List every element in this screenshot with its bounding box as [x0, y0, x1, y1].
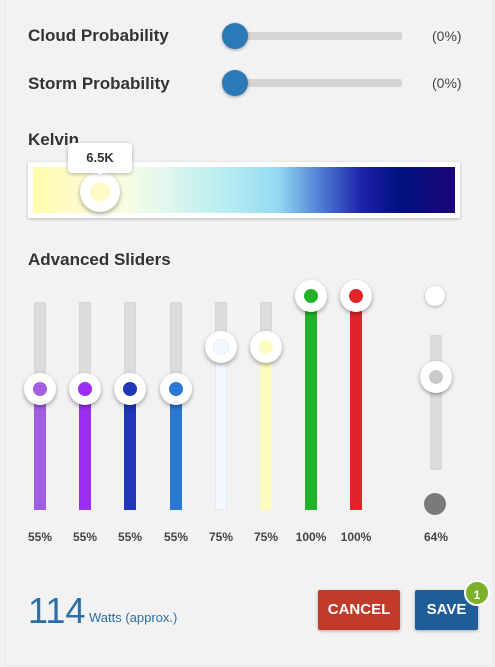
- channel-thumb-dot-8: [349, 289, 363, 303]
- panel: [4, 0, 494, 666]
- channel-slider-percent-6: 75%: [253, 530, 279, 544]
- channel-slider-thumb-8[interactable]: [340, 280, 372, 312]
- kelvin-label: Kelvin: [28, 130, 80, 149]
- master-thumb-dot: [429, 370, 443, 384]
- kelvin-slider-thumb[interactable]: [80, 172, 120, 212]
- watts-unit: Watts (approx.): [89, 610, 178, 625]
- storm-probability-slider-track[interactable]: [234, 79, 402, 87]
- channel-slider-thumb-2[interactable]: [69, 373, 101, 405]
- cloud-probability-slider-track[interactable]: [234, 32, 402, 40]
- cloud-probability-slider-thumb[interactable]: [222, 23, 248, 49]
- channel-slider-fill-7: [305, 296, 317, 510]
- channel-slider-fill-4: [170, 389, 182, 510]
- channel-slider-fill-6: [260, 347, 272, 510]
- channel-thumb-dot-3: [123, 382, 137, 396]
- cloud-probability-label: Cloud Probability: [28, 26, 169, 45]
- channel-slider-percent-4: 55%: [163, 530, 189, 544]
- channel-thumb-dot-7: [304, 289, 318, 303]
- master-slider-track[interactable]: [430, 335, 442, 470]
- channel-slider-fill-3: [124, 389, 136, 510]
- channel-thumb-dot-6: [259, 340, 273, 354]
- channel-slider-thumb-1[interactable]: [24, 373, 56, 405]
- channel-slider-percent-3: 55%: [117, 530, 143, 544]
- channel-thumb-dot-2: [78, 382, 92, 396]
- channel-slider-percent-5: 75%: [208, 530, 234, 544]
- cloud-probability-value: (0%): [432, 28, 462, 44]
- kelvin-tooltip-arrow: [94, 169, 106, 175]
- cancel-button[interactable]: CANCEL: [318, 590, 400, 630]
- brightness-min-icon: [424, 493, 446, 515]
- kelvin-tooltip: 6.5K: [68, 143, 132, 173]
- storm-probability-value: (0%): [432, 75, 462, 91]
- channel-thumb-dot-1: [33, 382, 47, 396]
- storm-probability-label: Storm Probability: [28, 74, 170, 93]
- kelvin-thumb-color: [90, 182, 110, 202]
- channel-slider-thumb-7[interactable]: [295, 280, 327, 312]
- channel-slider-thumb-6[interactable]: [250, 331, 282, 363]
- save-badge: 1: [464, 580, 490, 606]
- master-slider-thumb[interactable]: [420, 361, 452, 393]
- storm-probability-slider-thumb[interactable]: [222, 70, 248, 96]
- channel-slider-fill-2: [79, 389, 91, 510]
- channel-slider-percent-2: 55%: [72, 530, 98, 544]
- channel-slider-thumb-4[interactable]: [160, 373, 192, 405]
- channel-slider-percent-8: 100%: [340, 530, 372, 544]
- advanced-sliders-label: Advanced Sliders: [28, 250, 171, 269]
- channel-slider-thumb-3[interactable]: [114, 373, 146, 405]
- channel-slider-thumb-5[interactable]: [205, 331, 237, 363]
- channel-thumb-dot-4: [169, 382, 183, 396]
- channel-thumb-dot-5: [214, 340, 228, 354]
- master-slider-percent: 64%: [423, 530, 449, 544]
- watts-value: 114: [28, 590, 86, 631]
- channel-slider-percent-1: 55%: [27, 530, 53, 544]
- channel-slider-fill-1: [34, 389, 46, 510]
- channel-slider-fill-8: [350, 296, 362, 510]
- channel-slider-percent-7: 100%: [295, 530, 327, 544]
- channel-slider-fill-5: [215, 347, 227, 510]
- brightness-max-icon: [425, 286, 445, 306]
